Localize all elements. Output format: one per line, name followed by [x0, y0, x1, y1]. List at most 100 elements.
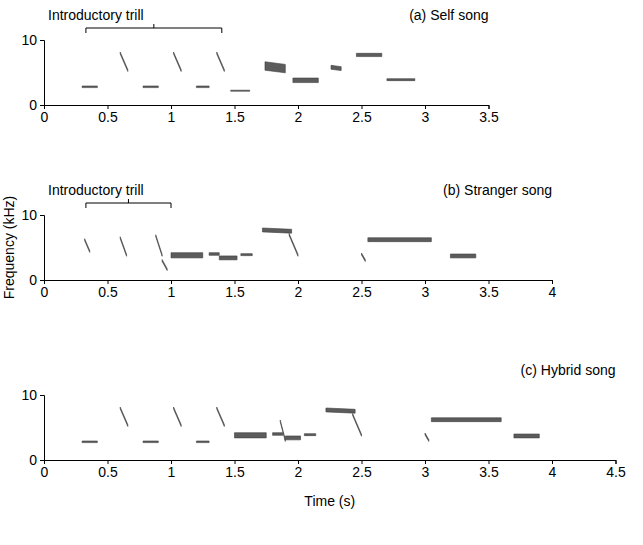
x-tick-label: 2	[295, 464, 303, 480]
x-tick-label: 0.5	[98, 464, 118, 480]
syllables	[82, 407, 539, 443]
x-tick: 3.5	[479, 105, 499, 125]
syllable	[362, 253, 366, 261]
x-tick-label: 1	[168, 284, 176, 300]
x-tick-label: 3.5	[479, 109, 499, 125]
x-tick: 3	[422, 280, 430, 300]
x-tick-label: 1	[168, 109, 176, 125]
syllable	[82, 441, 97, 443]
x-tick: 1	[168, 460, 176, 480]
x-axis-line	[45, 461, 617, 465]
x-tick: 2	[295, 105, 303, 125]
y-tick-label: 10	[21, 32, 37, 48]
syllable	[293, 78, 318, 83]
syllable	[143, 86, 158, 88]
x-tick-label: 1	[168, 464, 176, 480]
x-tick-label: 2.5	[352, 109, 372, 125]
x-tick: 1.5	[225, 460, 245, 480]
x-tick: 3	[422, 105, 430, 125]
x-tick-label: 1.5	[225, 464, 245, 480]
syllable	[280, 420, 285, 441]
x-tick: 4	[549, 280, 557, 300]
panel: 00.511.522.533.5010(a) Self songIntroduc…	[21, 7, 499, 125]
y-tick: 0	[29, 272, 44, 288]
x-tick: 1.5	[225, 280, 245, 300]
syllable	[285, 436, 300, 440]
syllable	[273, 433, 283, 436]
syllable	[120, 237, 126, 257]
syllable	[353, 414, 362, 437]
x-axis-title: Time (s)	[304, 493, 355, 509]
x-tick-label: 0	[41, 284, 49, 300]
y-tick: 10	[21, 32, 44, 48]
syllable	[120, 52, 128, 72]
x-tick-label: 0.5	[98, 284, 118, 300]
x-tick: 0.5	[98, 460, 118, 480]
syllable	[387, 79, 415, 81]
y-tick: 0	[29, 452, 44, 468]
syllable	[174, 52, 182, 72]
syllable	[265, 62, 285, 73]
y-tick-mark	[40, 280, 44, 281]
x-tick: 0	[41, 460, 49, 480]
x-tick: 2	[295, 460, 303, 480]
x-tick: 1.5	[225, 105, 245, 125]
syllable	[217, 52, 225, 72]
y-tick-label: 0	[29, 272, 37, 288]
syllable	[514, 434, 539, 438]
y-axis-line	[40, 216, 45, 281]
syllable	[262, 228, 291, 233]
syllable	[143, 441, 158, 443]
x-tick-label: 3.5	[479, 464, 499, 480]
syllable	[120, 407, 128, 427]
figure: 00.511.522.533.5010(a) Self songIntroduc…	[0, 0, 643, 545]
syllables	[82, 52, 415, 91]
x-tick: 2.5	[352, 460, 372, 480]
y-tick-label: 10	[21, 387, 37, 403]
syllable	[196, 441, 209, 443]
x-tick: 0.5	[98, 105, 118, 125]
panel-title: (c) Hybrid song	[521, 362, 616, 378]
y-axis-line	[40, 41, 45, 106]
x-tick-label: 1.5	[225, 284, 245, 300]
x-tick-label: 1.5	[225, 109, 245, 125]
x-tick-label: 4.5	[606, 464, 626, 480]
x-tick-label: 2	[295, 109, 303, 125]
y-axis: 0 10	[21, 32, 44, 113]
x-tick: 4.5	[606, 460, 626, 480]
x-tick-label: 3.5	[479, 284, 499, 300]
syllable	[431, 418, 501, 422]
syllable	[326, 408, 355, 413]
y-tick-mark	[40, 105, 44, 106]
y-axis-title: Frequency (kHz)	[1, 196, 17, 299]
syllable	[162, 260, 167, 271]
x-tick: 3	[422, 460, 430, 480]
x-axis: 0 0.5 1 1.5 2 2.5 3 3.5 4 4.5	[41, 460, 626, 480]
panel-title: (a) Self song	[409, 7, 488, 23]
y-tick-mark	[40, 395, 44, 396]
x-tick: 1	[168, 280, 176, 300]
x-tick-label: 2	[295, 284, 303, 300]
syllables	[85, 228, 476, 271]
x-tick-label: 3	[422, 464, 430, 480]
x-tick: 1	[168, 105, 176, 125]
x-tick-label: 0.5	[98, 109, 118, 125]
x-tick-label: 4	[549, 284, 557, 300]
panel-title: (b) Stranger song	[443, 182, 552, 198]
panel: 0 0.5 1 1.5 2 2.5 3 3.5 4 4.5 0 10 (c) Hybrid song Ti…	[21, 362, 626, 509]
bracket	[86, 199, 171, 208]
y-tick-label: 0	[29, 97, 37, 113]
syllable	[425, 433, 429, 441]
x-axis: 00.511.522.533.54	[41, 280, 557, 300]
x-tick: 0	[41, 105, 49, 125]
x-tick: 0	[41, 280, 49, 300]
syllable	[231, 90, 250, 92]
y-tick-label: 0	[29, 452, 37, 468]
y-tick-mark	[40, 460, 44, 461]
syllable	[217, 407, 225, 427]
x-tick-label: 4	[549, 464, 557, 480]
syllable	[241, 254, 252, 256]
y-tick-label: 10	[21, 207, 37, 223]
syllable	[156, 235, 162, 256]
x-tick: 2	[295, 280, 303, 300]
